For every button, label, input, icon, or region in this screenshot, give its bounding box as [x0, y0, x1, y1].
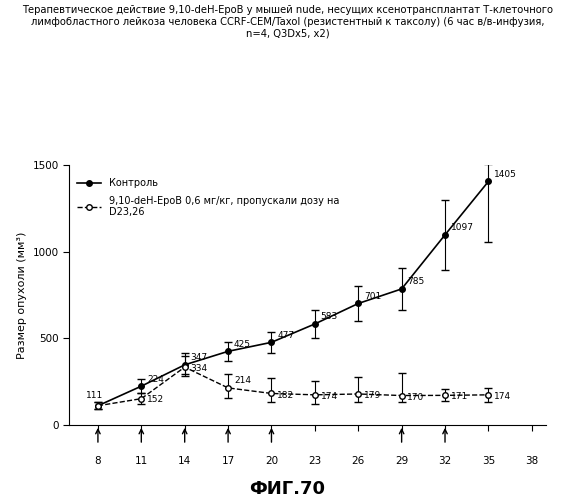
Text: 583: 583 — [321, 312, 338, 322]
Text: 1405: 1405 — [494, 170, 517, 179]
Text: 785: 785 — [408, 278, 425, 286]
Text: 152: 152 — [147, 395, 164, 404]
Text: ФИГ.70: ФИГ.70 — [250, 480, 325, 498]
Text: 182: 182 — [277, 390, 294, 400]
Text: 170: 170 — [408, 392, 425, 402]
Text: 347: 347 — [190, 354, 208, 362]
Text: 334: 334 — [190, 364, 208, 373]
Text: 224: 224 — [147, 374, 164, 384]
Text: 477: 477 — [277, 330, 294, 340]
Text: Терапевтическое действие 9,10-deH-EpoB у мышей nude, несущих ксенотрансплантат Т: Терапевтическое действие 9,10-deH-EpoB у… — [22, 5, 553, 38]
Text: 214: 214 — [234, 376, 251, 386]
Text: 179: 179 — [364, 391, 381, 400]
Text: 701: 701 — [364, 292, 381, 301]
Text: 171: 171 — [451, 392, 468, 402]
Text: 174: 174 — [494, 392, 511, 401]
Y-axis label: Размер опухоли (мм³): Размер опухоли (мм³) — [17, 232, 27, 358]
Text: 425: 425 — [234, 340, 251, 348]
Text: 111: 111 — [86, 390, 104, 400]
Text: 1097: 1097 — [451, 224, 474, 232]
Text: 174: 174 — [321, 392, 338, 401]
Legend: Контроль, 9,10-deH-EpoB 0,6 мг/кг, пропускали дозу на
D23,26: Контроль, 9,10-deH-EpoB 0,6 мг/кг, пропу… — [74, 175, 342, 220]
